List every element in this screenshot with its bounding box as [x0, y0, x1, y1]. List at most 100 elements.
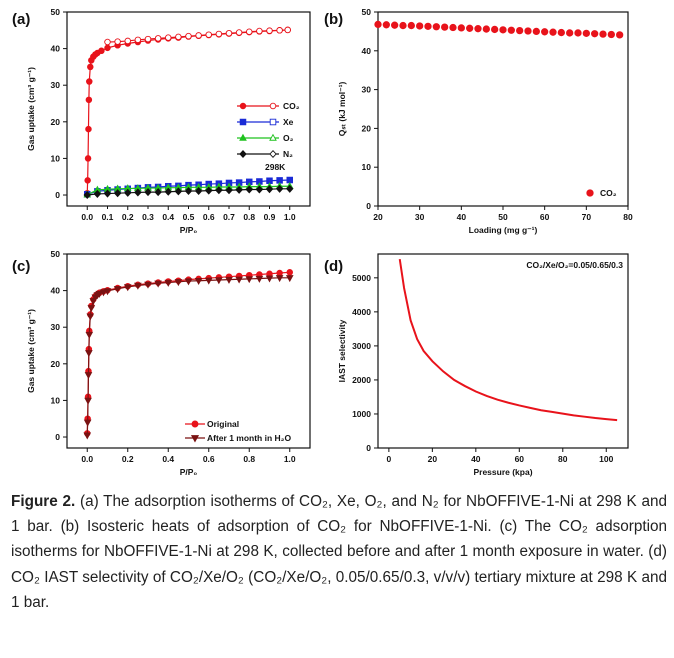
data-point: [164, 279, 173, 287]
y-tick-label: 4000: [352, 307, 371, 317]
data-point: [482, 25, 490, 33]
legend-item: CO₂: [237, 101, 300, 111]
x-axis-label: Loading (mg g⁻¹): [469, 225, 538, 235]
data-point: [245, 185, 253, 194]
desorption-point: [215, 30, 223, 38]
figure-panels: (a) 0.0 0.2 0.4 0.6 0.8 1.0 0.1 0.3 0.5 0.7 0.9 0 10 2…: [12, 7, 633, 477]
data-point: [84, 397, 92, 405]
data-point: [124, 188, 132, 197]
legend-label: After 1 month in H₂O: [207, 433, 291, 443]
data-point: [85, 331, 94, 339]
mixture-annotation: CO₂/Xe/O₂=0.05/0.65/0.3: [526, 260, 623, 270]
y-tick-label: 30: [51, 80, 61, 90]
data-point: [449, 23, 457, 32]
series-line: [86, 29, 288, 194]
desorption-point: [164, 34, 172, 41]
data-point: [265, 185, 274, 194]
x-minor-tick-label: 0.5: [183, 212, 195, 222]
y-tick-label: 20: [51, 359, 61, 369]
legend-label: O₂: [283, 133, 294, 143]
data-point: [84, 177, 91, 184]
x-minor-tick-label: 0.9: [264, 212, 276, 222]
x-tick-label: 1.0: [284, 212, 296, 222]
desorption-point: [195, 32, 202, 39]
x-minor-tick-label: 0.1: [102, 212, 114, 222]
x-tick-label: 80: [558, 454, 568, 464]
data-point: [104, 44, 111, 52]
legend-marker-open: [269, 102, 277, 110]
series-3: [83, 184, 294, 200]
y-tick-label: 40: [51, 44, 61, 54]
legend-item: CO₂: [586, 188, 617, 198]
legend-marker: [586, 189, 594, 197]
data-point: [84, 372, 93, 380]
caption-figure-label: Figure 2.: [11, 493, 76, 510]
legend-marker-open: [269, 118, 277, 126]
data-point: [399, 21, 407, 30]
desorption-point: [175, 33, 182, 41]
x-tick-label: 0.8: [243, 212, 255, 222]
data-point: [599, 30, 607, 38]
panel-d: (d)0 20 40 60 80 100010002000300040005000Pres…: [324, 253, 629, 477]
data-point: [416, 22, 424, 30]
data-point: [255, 275, 264, 283]
panel-c: (c) 0.0 0.2 0.4 0.6 0.8 1.0 0 10 20 30 40 50 P/P₀ Gas …: [12, 249, 311, 477]
data-point: [103, 189, 112, 198]
data-point: [607, 30, 615, 39]
panel-label: (d): [324, 258, 343, 275]
data-point: [457, 24, 465, 32]
data-point: [174, 187, 183, 196]
legend-item: After 1 month in H₂O: [185, 433, 291, 443]
x-tick-label: 60: [515, 454, 525, 464]
series-line: [398, 258, 618, 422]
x-tick-label: 70: [582, 212, 592, 222]
x-tick-label: 0.0: [81, 212, 93, 222]
data-point: [407, 21, 415, 30]
data-point: [98, 47, 105, 55]
desorption-point: [205, 31, 212, 38]
y-tick-label: 20: [362, 123, 372, 133]
legend-marker-open: [269, 133, 277, 141]
panel-a: (a) 0.0 0.2 0.4 0.6 0.8 1.0 0.1 0.3 0.5 0.7 0.9 0 10 2…: [12, 7, 311, 235]
panel-b: (b) 20 30 40 50 60 70 80 0 10 20 30 40 50 Loading (mg …: [324, 7, 633, 235]
y-axis-label: IAST selectivity: [337, 319, 347, 382]
series-1: [83, 275, 294, 440]
data-point: [174, 279, 183, 287]
data-point: [86, 313, 95, 321]
legend-item: N₂: [237, 149, 293, 159]
desorption-point: [144, 35, 152, 43]
x-tick-label: 0.6: [203, 454, 215, 464]
data-point: [286, 269, 294, 276]
series-0: [398, 258, 618, 422]
x-tick-label: 0.8: [243, 454, 255, 464]
legend-marker-filled: [239, 118, 247, 126]
data-point: [85, 96, 93, 104]
data-point: [205, 186, 213, 195]
desorption-point: [276, 27, 283, 34]
x-minor-tick-label: 0.7: [223, 212, 235, 222]
x-tick-label: 100: [599, 454, 613, 464]
legend-label: CO₂: [283, 101, 300, 111]
data-point: [276, 269, 283, 277]
data-point: [95, 290, 104, 298]
data-point: [245, 276, 254, 284]
x-tick-label: 80: [623, 212, 633, 222]
data-point: [574, 29, 582, 37]
desorption-point: [266, 27, 273, 34]
desorption-point: [245, 28, 253, 36]
desorption-point: [235, 29, 243, 36]
data-point: [87, 63, 94, 71]
y-tick-label: 40: [51, 286, 61, 296]
y-axis-label: Qₛₜ (kJ mol⁻¹): [337, 82, 347, 137]
y-tick-label: 10: [51, 395, 61, 405]
y-tick-label: 30: [51, 322, 61, 332]
temperature-annotation: 298K: [265, 162, 286, 172]
x-tick-label: 60: [540, 212, 550, 222]
legend-label: Xe: [283, 117, 294, 127]
plot-frame: [377, 253, 629, 449]
y-tick-label: 30: [362, 85, 372, 95]
data-point: [144, 188, 152, 197]
y-tick-label: 0: [55, 432, 60, 442]
legend-marker-filled: [239, 133, 247, 141]
data-point: [255, 185, 264, 194]
